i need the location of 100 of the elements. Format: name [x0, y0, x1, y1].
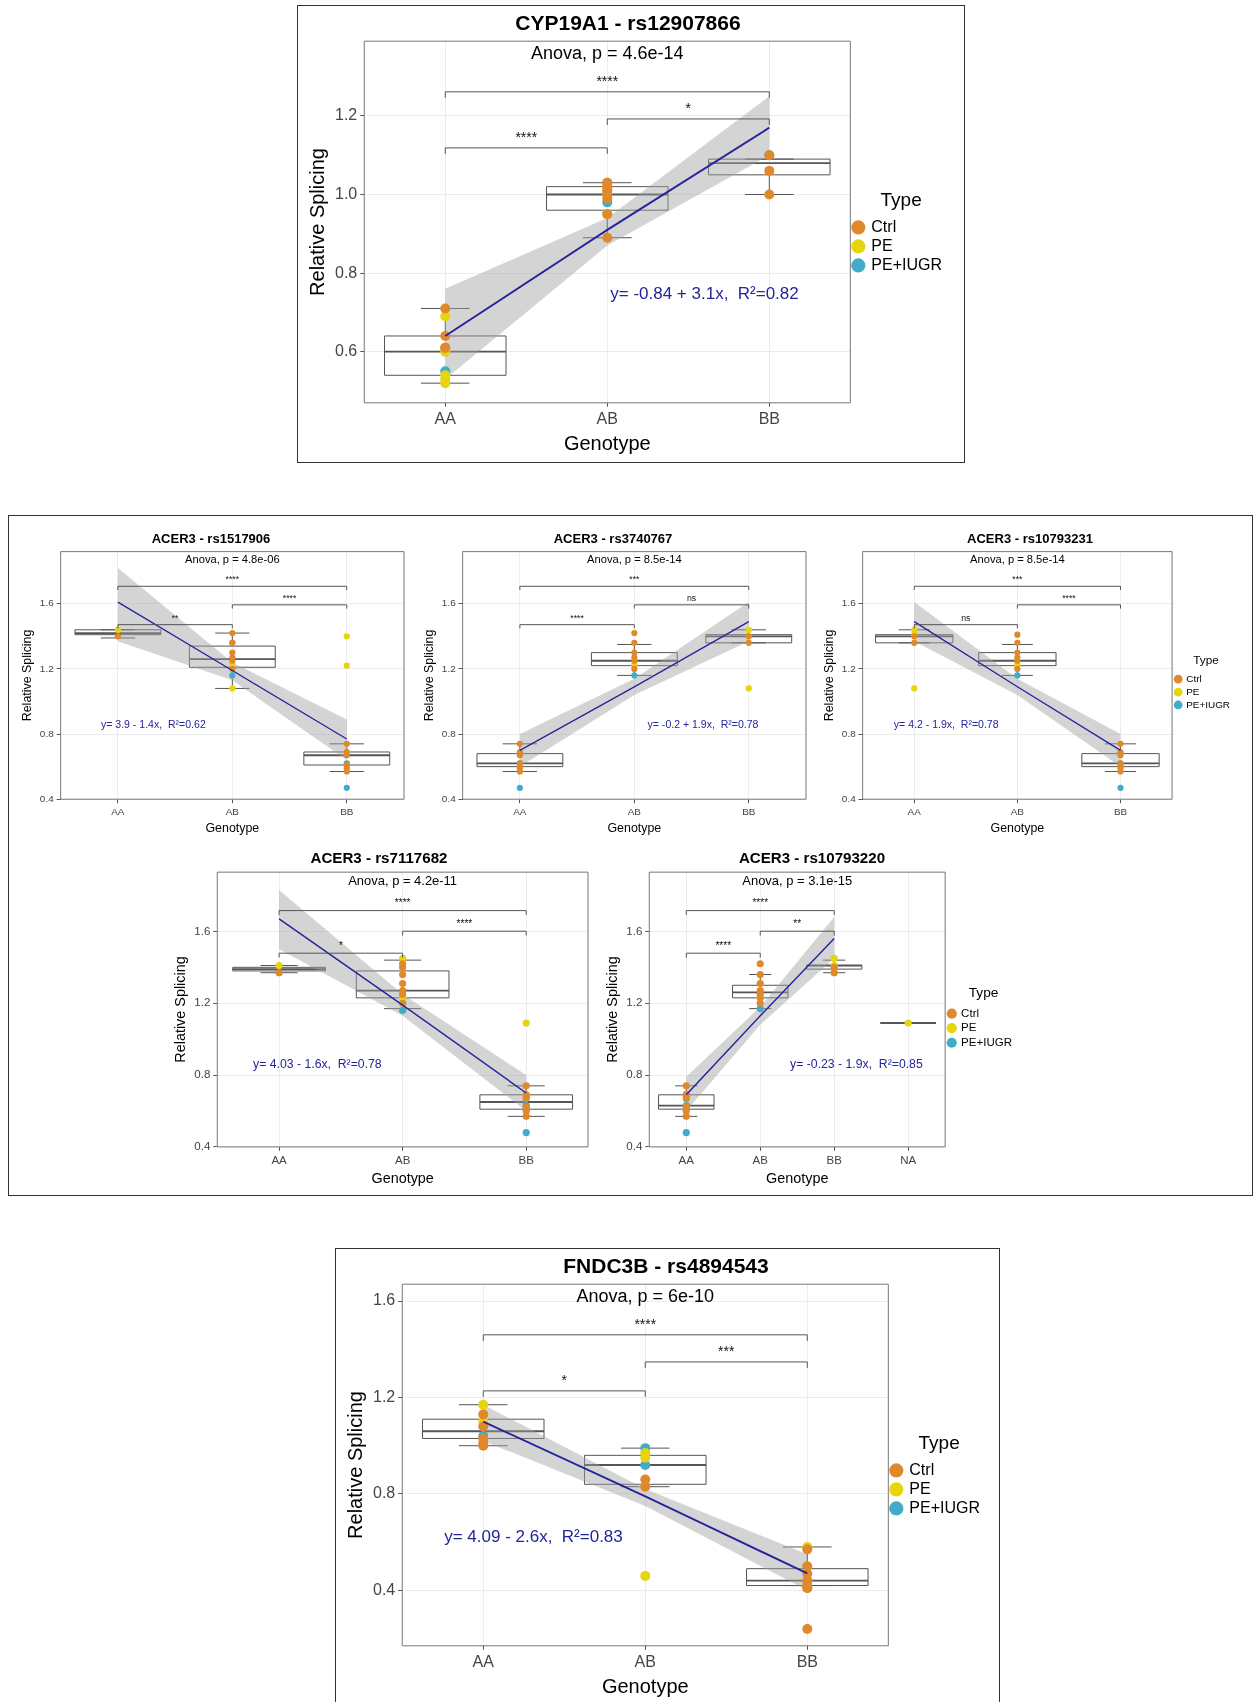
annotation: *: [561, 1371, 568, 1388]
y-tick-label: 1.2: [626, 996, 643, 1009]
y-tick-label: 0.6: [334, 342, 358, 360]
x-tick-label: AA: [111, 805, 125, 817]
legend-label: PE+IUGR: [909, 1498, 980, 1516]
legend-label: PE: [909, 1479, 931, 1497]
y-tick-label: 0.8: [194, 1068, 211, 1081]
x-tick-label: AA: [513, 805, 527, 817]
y-tick-label: 1.2: [194, 996, 211, 1009]
legend-title: Type: [968, 985, 999, 1001]
legend-title: Type: [918, 1432, 960, 1454]
annotation: ns: [686, 593, 697, 604]
chart-title: ACER3 - rs7117682: [310, 849, 448, 867]
x-tick-label: BB: [826, 1153, 843, 1166]
annotation: ****: [456, 917, 473, 929]
x-axis-title: Genotype: [601, 1674, 689, 1697]
annotation: y= -0.84 + 3.1x, R²=0.82: [610, 284, 799, 304]
y-tick-label: 1.2: [334, 106, 358, 124]
annotation: ****: [715, 939, 732, 951]
annotation: y= -0.23 - 1.9x, R²=0.85: [790, 1056, 923, 1071]
y-tick-label: 0.4: [372, 1580, 396, 1598]
legend-label: Ctrl: [871, 217, 897, 235]
x-tick-label: AB: [225, 805, 240, 817]
x-axis-title: Genotype: [205, 820, 260, 835]
y-tick-label: 1.0: [334, 184, 358, 202]
y-axis-title: Relative Splicing: [19, 629, 34, 722]
y-tick-label: 1.6: [39, 597, 55, 609]
chart-subtitle: Anova, p = 4.6e-14: [530, 43, 684, 64]
x-tick-label: AB: [394, 1153, 411, 1166]
y-axis-title: Relative Splicing: [343, 1391, 366, 1539]
x-tick-label: BB: [742, 805, 756, 817]
annotation: y= -0.2 + 1.9x, R²=0.78: [647, 717, 759, 730]
x-tick-label: AB: [627, 805, 642, 817]
annotation: y= 4.09 - 2.6x, R²=0.83: [444, 1527, 623, 1547]
y-tick-label: 1.6: [194, 924, 211, 937]
annotation: ***: [718, 1342, 736, 1359]
y-tick-label: 0.4: [441, 792, 457, 804]
annotation: ****: [394, 897, 411, 909]
x-tick-label: AA: [271, 1153, 288, 1166]
x-tick-label: BB: [340, 805, 354, 817]
legend-label: Ctrl: [909, 1460, 935, 1478]
chart-title: ACER3 - rs1517906: [151, 531, 271, 547]
x-axis-title: Genotype: [766, 1170, 829, 1187]
y-tick-label: 1.6: [372, 1291, 396, 1309]
x-tick-label: AA: [434, 409, 457, 427]
legend-label: PE+IUGR: [961, 1035, 1013, 1048]
annotation: **: [793, 917, 802, 929]
annotation: ***: [629, 574, 641, 585]
y-axis-title: Relative Splicing: [603, 956, 620, 1063]
annotation: ****: [634, 1315, 657, 1332]
legend-label: Ctrl: [961, 1006, 980, 1019]
chart-subtitle: Anova, p = 8.5e-14: [970, 552, 1065, 565]
x-tick-label: AA: [472, 1652, 495, 1670]
annotation: y= 4.03 - 1.6x, R²=0.78: [253, 1056, 382, 1071]
x-tick-label: AB: [596, 409, 618, 427]
legend-title: Type: [880, 189, 922, 211]
chart-title: ACER3 - rs3740767: [553, 531, 673, 547]
annotation: *: [685, 99, 692, 116]
legend-label: Ctrl: [1186, 672, 1202, 684]
annotation: ****: [596, 72, 619, 89]
annotation: ****: [1062, 593, 1077, 604]
annotation: ****: [225, 574, 240, 585]
y-tick-label: 0.8: [39, 727, 55, 739]
chart-title: ACER3 - rs10793220: [738, 849, 886, 867]
y-tick-label: 0.8: [334, 263, 358, 281]
annotation: y= 3.9 - 1.4x, R²=0.62: [100, 717, 206, 730]
y-tick-label: 0.8: [441, 727, 457, 739]
y-tick-label: 1.2: [372, 1387, 396, 1405]
chart-subtitle: Anova, p = 8.5e-14: [587, 552, 682, 565]
x-tick-label: AB: [1010, 805, 1025, 817]
chart-title: CYP19A1 - rs12907866: [515, 11, 741, 35]
y-tick-label: 1.2: [39, 662, 55, 674]
annotation: y= 4.2 - 1.9x, R²=0.78: [893, 717, 999, 730]
annotation: ns: [961, 612, 972, 623]
y-tick-label: 1.6: [626, 924, 643, 937]
y-tick-label: 0.4: [194, 1140, 211, 1153]
chart-subtitle: Anova, p = 6e-10: [576, 1286, 715, 1307]
y-tick-label: 0.8: [841, 727, 857, 739]
chart-title: FNDC3B - rs4894543: [563, 1254, 769, 1278]
chart-subtitle: Anova, p = 3.1e-15: [742, 873, 853, 889]
annotation: ****: [515, 128, 538, 145]
x-axis-title: Genotype: [563, 431, 651, 454]
x-tick-label: NA: [900, 1153, 917, 1166]
chart-subtitle: Anova, p = 4.2e-11: [348, 873, 458, 889]
x-tick-label: BB: [758, 409, 780, 427]
legend-label: PE: [961, 1021, 977, 1034]
annotation: *: [338, 939, 343, 951]
chart-title: ACER3 - rs10793231: [967, 531, 1093, 547]
annotation: ***: [1012, 574, 1024, 585]
annotation: **: [171, 612, 180, 623]
legend-label: PE+IUGR: [1186, 698, 1230, 710]
legend-label: PE+IUGR: [871, 255, 942, 273]
y-tick-label: 1.2: [441, 662, 457, 674]
x-axis-title: Genotype: [371, 1170, 434, 1187]
y-tick-label: 0.4: [39, 792, 55, 804]
y-tick-label: 0.8: [626, 1068, 643, 1081]
y-tick-label: 1.6: [441, 597, 457, 609]
annotation: ****: [752, 897, 769, 909]
y-tick-label: 0.4: [626, 1140, 643, 1153]
x-tick-label: BB: [1113, 805, 1128, 817]
